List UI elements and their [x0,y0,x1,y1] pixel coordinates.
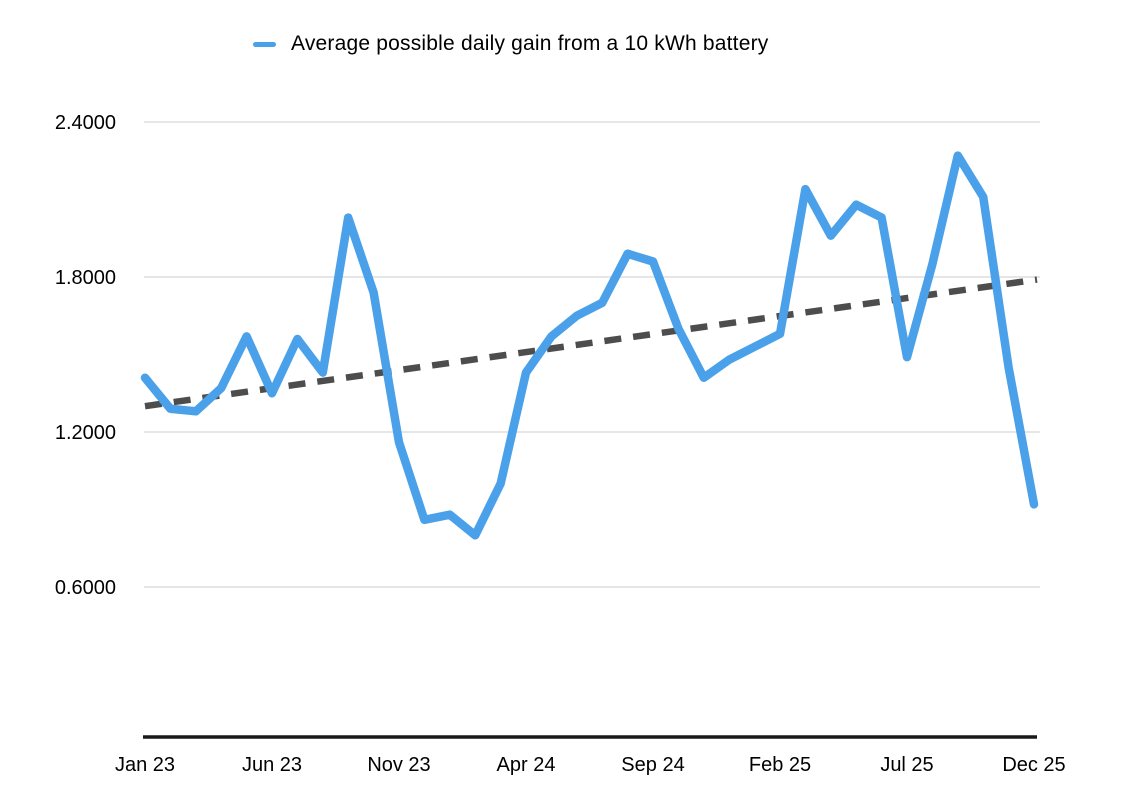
x-tick-label: Feb 25 [749,754,811,776]
x-tick-label: Nov 23 [367,754,430,776]
x-tick-label: Apr 24 [497,754,556,776]
x-tick-label: Jan 23 [115,754,175,776]
chart-legend: Average possible daily gain from a 10 kW… [253,31,769,57]
legend-label: Average possible daily gain from a 10 kW… [291,32,769,55]
trend-line [144,276,1038,410]
y-tick-label: 2.4000 [55,112,116,134]
x-tick-label: Jul 25 [880,754,933,776]
x-tick-label: Sep 24 [621,754,684,776]
x-tick-label: Dec 25 [1002,754,1065,776]
data-series-line [140,151,1039,540]
y-tick-label: 0.6000 [55,577,116,599]
y-tick-label: 1.2000 [55,422,116,444]
legend-line-marker-icon [253,41,276,47]
x-tick-label: Jun 23 [242,754,302,776]
y-tick-label: 1.8000 [55,267,116,289]
